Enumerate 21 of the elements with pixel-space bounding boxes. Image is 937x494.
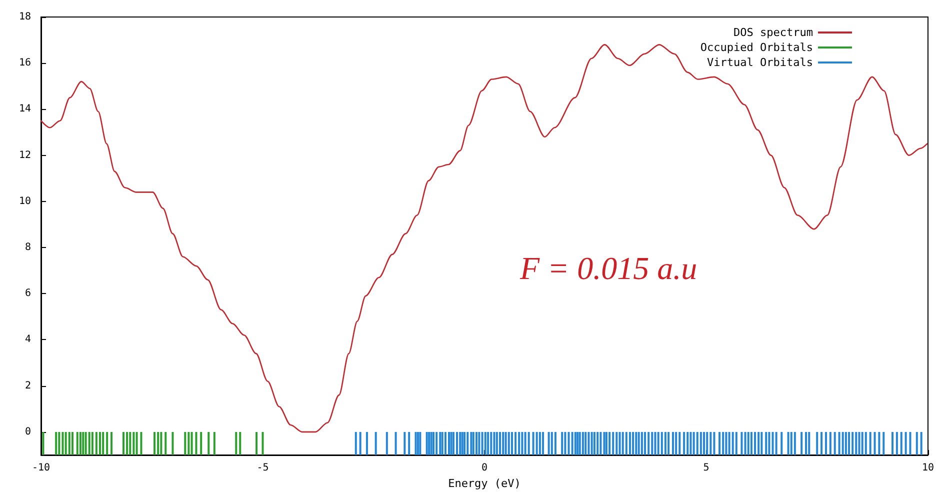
line-series <box>40 44 928 433</box>
y-tick-label: 10 <box>18 196 31 207</box>
annotation: F = 0.015 a.u <box>519 250 698 286</box>
y-tick-label: 14 <box>18 104 31 115</box>
x-tick-label: -5 <box>256 462 269 474</box>
x-tick-label: 0 <box>481 462 488 474</box>
y-tick-label: 18 <box>18 12 31 22</box>
y-tick-label: 8 <box>24 242 31 254</box>
legend-label: Virtual Orbitals <box>707 56 813 69</box>
y-tick-label: 2 <box>24 380 31 392</box>
legend-label: DOS spectrum <box>734 26 814 39</box>
y-tick-label: 0 <box>24 426 31 438</box>
x-tick-label: 5 <box>703 462 710 474</box>
legend-label: Occupied Orbitals <box>700 41 813 54</box>
x-tick-label: -10 <box>32 462 50 474</box>
y-tick-label: 6 <box>24 288 31 300</box>
x-tick-label: 10 <box>922 462 934 474</box>
y-tick-label: 12 <box>18 150 31 161</box>
y-tick-label: 16 <box>18 58 31 69</box>
x-axis-title: Energy (eV) <box>448 476 521 490</box>
y-tick-label: 4 <box>24 334 31 346</box>
